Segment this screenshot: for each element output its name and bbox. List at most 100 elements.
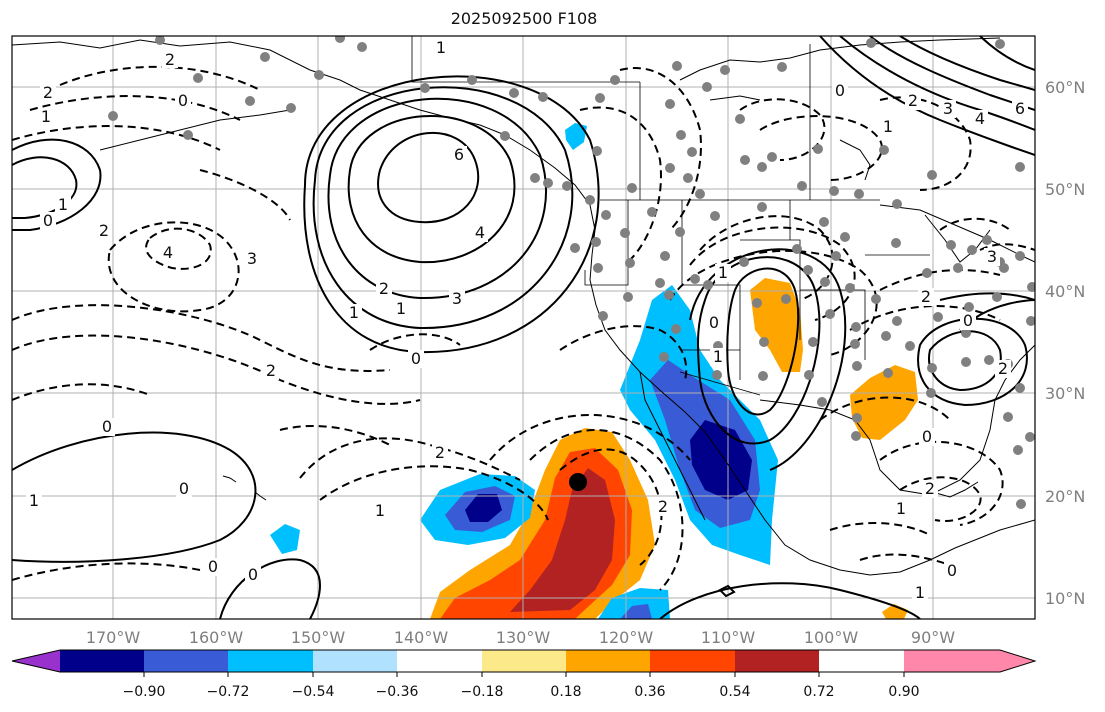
colorbar-segment <box>144 650 228 672</box>
colorbar-tick-label: −0.90 <box>123 684 166 700</box>
contour-label: 6 <box>1015 99 1025 118</box>
latitude-labels: 60°N 50°N 40°N 30°N 20°N 10°N <box>1045 78 1085 608</box>
contour-label: 2 <box>266 361 276 380</box>
contour-label: 0 <box>208 557 218 576</box>
contour-label: 0 <box>922 427 932 446</box>
colorbar-ticks <box>143 672 905 677</box>
contour-label: 2 <box>925 479 935 498</box>
warm-patch-gulf <box>850 365 918 440</box>
cold-region-deep <box>465 494 502 522</box>
contour-label: 1 <box>896 499 906 518</box>
lat-label: 20°N <box>1045 487 1085 506</box>
colorbar-segment <box>313 650 397 672</box>
colorbar-segment <box>228 650 313 672</box>
colorbar-extend-max <box>1000 650 1035 672</box>
colorbar-segment <box>482 650 566 672</box>
cold-spot-north <box>565 123 587 150</box>
lon-label: 160°W <box>189 628 244 647</box>
colorbar-segment <box>904 650 1000 672</box>
cold-spot-south-mid <box>620 604 652 619</box>
contour-labels: 1 2 0 1 2 0 1 6 4 3 2 1 0 4 3 2 0 2 1 0 … <box>26 38 1028 602</box>
lon-label: 170°W <box>86 628 141 647</box>
lat-label: 50°N <box>1045 180 1085 199</box>
colorbar-segment <box>397 650 482 672</box>
colorbar-segment <box>566 650 650 672</box>
contour-label: 2 <box>998 359 1008 378</box>
lon-label: 90°W <box>911 628 955 647</box>
contour-label: 2 <box>99 221 109 240</box>
contour-label: 1 <box>713 347 723 366</box>
contour-label: 3 <box>452 289 462 308</box>
colorbar-tick-labels: −0.90 −0.72 −0.54 −0.36 −0.18 0.18 0.36 … <box>123 684 920 700</box>
contour-label: 3 <box>247 249 257 268</box>
colorbar-tick-label: −0.36 <box>376 684 419 700</box>
cold-spot-west <box>270 524 300 554</box>
colorbar-tick-label: 0.36 <box>634 684 665 700</box>
contour-label: 0 <box>248 565 258 584</box>
contour-label: 3 <box>943 99 953 118</box>
lon-label: 110°W <box>701 628 756 647</box>
contour-label: 1 <box>436 38 446 57</box>
contour-label: 4 <box>163 243 173 262</box>
contour-label: 2 <box>658 497 668 516</box>
contour-label: 1 <box>375 501 385 520</box>
colorbar-tick-label: −0.18 <box>461 684 504 700</box>
contour-label: 2 <box>165 50 175 69</box>
contour-label: 0 <box>947 561 957 580</box>
contour-label: 2 <box>921 287 931 306</box>
contour-label: 6 <box>454 145 464 164</box>
contour-label: 0 <box>411 349 421 368</box>
contour-label: 0 <box>709 313 719 332</box>
lon-label: 120°W <box>599 628 654 647</box>
contour-label: 0 <box>43 211 53 230</box>
contour-label: 1 <box>349 303 359 322</box>
lat-label: 60°N <box>1045 78 1085 97</box>
contour-label: 1 <box>41 107 51 126</box>
lon-label: 130°W <box>496 628 551 647</box>
warm-region-darkred <box>510 468 615 612</box>
contour-label: 0 <box>178 91 188 110</box>
map-title: 2025092500 F108 <box>450 9 598 28</box>
contour-label: 0 <box>102 417 112 436</box>
contour-label: 0 <box>179 479 189 498</box>
contour-label: 0 <box>835 81 845 100</box>
contour-label: 1 <box>396 299 406 318</box>
lon-label: 150°W <box>291 628 346 647</box>
contour-label: 1 <box>718 263 728 282</box>
contour-label: 1 <box>58 195 68 214</box>
contour-label: 4 <box>975 109 985 128</box>
contour-label: 4 <box>475 223 485 242</box>
contour-label: 1 <box>883 117 893 136</box>
lon-label: 100°W <box>804 628 859 647</box>
colorbar-tick-label: −0.54 <box>292 684 335 700</box>
lon-label: 140°W <box>394 628 449 647</box>
station-markers <box>108 36 1035 509</box>
colorbar-extend-min <box>12 650 60 672</box>
colorbar-segment <box>650 650 735 672</box>
contour-label: 2 <box>435 443 445 462</box>
contour-label: 2 <box>379 279 389 298</box>
cold-spot-south <box>598 588 670 619</box>
storm-center-marker <box>569 473 587 491</box>
colorbar-tick-label: 0.72 <box>803 684 834 700</box>
colorbar-segment <box>60 650 144 672</box>
colorbar-tick-label: 0.18 <box>550 684 581 700</box>
contour-label: 1 <box>915 583 925 602</box>
negative-contours <box>12 65 1035 591</box>
colorbar-tick-label: 0.54 <box>719 684 750 700</box>
longitude-labels: 170°W 160°W 150°W 140°W 130°W 120°W 110°… <box>86 628 955 647</box>
colorbar-tick-label: −0.72 <box>207 684 250 700</box>
map-frame <box>11 35 1036 620</box>
colorbar-segment <box>735 650 819 672</box>
contour-label: 1 <box>29 491 39 510</box>
contour-label: 2 <box>43 83 53 102</box>
contour-label: 3 <box>987 247 997 266</box>
colorbar-tick-label: 0.90 <box>888 684 919 700</box>
colorbar: −0.90 −0.72 −0.54 −0.36 −0.18 0.18 0.36 … <box>11 649 1037 700</box>
colorbar-outline <box>11 649 1037 673</box>
colorbar-segments <box>12 650 1035 672</box>
contour-label: 2 <box>908 91 918 110</box>
contour-label: 0 <box>963 311 973 330</box>
lat-label: 40°N <box>1045 282 1085 301</box>
